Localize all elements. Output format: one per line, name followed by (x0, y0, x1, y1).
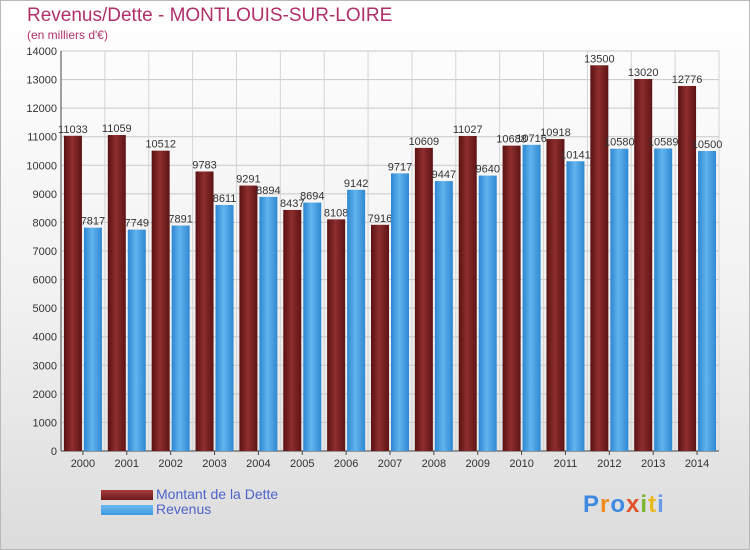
y-tick-label: 13000 (26, 75, 57, 87)
bar-revenus (127, 229, 146, 451)
data-label-revenus: 9640 (475, 164, 499, 176)
data-label-dette: 9783 (192, 159, 216, 171)
data-label-dette: 10688 (496, 134, 527, 146)
data-label-dette: 8437 (280, 198, 304, 210)
data-label-revenus: 10141 (560, 149, 591, 161)
bar-revenus (434, 181, 453, 452)
y-tick-label: 8000 (33, 217, 57, 229)
data-label-revenus: 7749 (125, 218, 149, 230)
bar-revenus (654, 148, 673, 451)
bar-dette (107, 135, 126, 451)
data-label-revenus: 7817 (81, 216, 105, 228)
bar-revenus (171, 225, 190, 451)
x-tick-label: 2004 (246, 458, 270, 470)
data-label-dette: 11027 (453, 124, 483, 136)
data-label-revenus: 8611 (213, 193, 237, 205)
y-tick-label: 6000 (33, 275, 57, 287)
x-tick-label: 2003 (202, 458, 226, 470)
y-tick-label: 0 (51, 446, 57, 458)
data-label-revenus: 10580 (604, 137, 635, 149)
data-label-revenus: 8694 (300, 191, 324, 203)
bar-dette (195, 171, 214, 451)
y-tick-label: 14000 (26, 46, 57, 58)
x-tick-label: 2006 (334, 458, 358, 470)
legend-label-revenus: Revenus (156, 501, 212, 517)
y-tick-label: 12000 (26, 103, 57, 115)
y-tick-label: 9000 (33, 189, 57, 201)
data-label-dette: 10918 (540, 127, 571, 139)
bar-dette (151, 150, 170, 451)
bar-revenus (522, 144, 541, 452)
y-tick-label: 5000 (33, 303, 57, 315)
x-tick-label: 2014 (685, 458, 709, 470)
data-label-dette: 7916 (368, 213, 392, 225)
chart-title: Revenus/Dette - MONTLOUIS-SUR-LOIRE (27, 5, 393, 26)
bar-dette (327, 219, 346, 451)
data-label-dette: 11033 (58, 124, 88, 136)
x-tick-label: 2008 (422, 458, 446, 470)
bar-dette (371, 224, 389, 451)
data-label-revenus: 8894 (256, 185, 280, 197)
x-tick-label: 2013 (641, 458, 665, 470)
y-tick-label: 10000 (26, 160, 57, 172)
bar-dette (414, 147, 433, 451)
bar-dette (634, 79, 653, 451)
data-label-dette: 13020 (628, 67, 659, 79)
y-tick-label: 3000 (33, 360, 57, 372)
bar-dette (283, 209, 302, 451)
data-label-dette: 9291 (236, 174, 260, 186)
data-label-dette: 12776 (672, 74, 703, 86)
bar-dette (502, 145, 521, 451)
x-tick-label: 2007 (378, 458, 402, 470)
bar-revenus (83, 227, 102, 451)
legend-label-dette: Montant de la Dette (156, 486, 279, 502)
bar-dette (546, 139, 565, 452)
data-label-dette: 13500 (584, 53, 615, 65)
bar-dette (63, 135, 82, 451)
bar-revenus (566, 161, 585, 451)
bar-revenus (347, 189, 366, 452)
x-tick-label: 2012 (597, 458, 621, 470)
bar-revenus (259, 196, 278, 451)
proxiti-logo: Proxiti (583, 491, 665, 518)
data-label-revenus: 9447 (432, 169, 456, 181)
chart-subtitle: (en milliers d'€) (27, 28, 108, 42)
bar-revenus (478, 175, 497, 452)
x-tick-label: 2009 (465, 458, 489, 470)
x-tick-label: 2000 (71, 458, 95, 470)
x-tick-label: 2011 (554, 458, 578, 470)
data-label-revenus: 9717 (388, 161, 412, 173)
bar-revenus (610, 148, 629, 451)
x-tick-label: 2002 (158, 458, 182, 470)
data-label-revenus: 10589 (648, 136, 679, 148)
y-tick-label: 4000 (33, 332, 57, 344)
data-label-dette: 8108 (324, 207, 348, 219)
data-label-revenus: 10716 (516, 133, 547, 145)
bar-dette (458, 135, 477, 451)
x-tick-label: 2005 (290, 458, 314, 470)
legend-swatch-dette (101, 490, 153, 500)
bar-dette (239, 185, 258, 452)
data-label-revenus: 7891 (168, 214, 192, 226)
data-label-dette: 10609 (409, 136, 440, 148)
x-tick-label: 2010 (509, 458, 533, 470)
bar-dette (590, 65, 609, 452)
bar-revenus (698, 151, 717, 451)
data-label-revenus: 9142 (344, 178, 368, 190)
x-tick-label: 2001 (115, 458, 139, 470)
y-tick-label: 2000 (33, 389, 57, 401)
y-tick-label: 11000 (27, 132, 57, 144)
legend-swatch-revenus (101, 505, 153, 515)
bar-dette (678, 85, 697, 451)
bar-revenus (215, 204, 234, 451)
bar-revenus (391, 173, 409, 451)
data-label-dette: 10512 (145, 139, 176, 151)
y-tick-label: 7000 (33, 246, 57, 258)
bar-revenus (303, 202, 322, 451)
y-tick-label: 1000 (33, 417, 57, 429)
data-label-dette: 11059 (102, 123, 132, 135)
data-label-revenus: 10500 (692, 139, 723, 151)
